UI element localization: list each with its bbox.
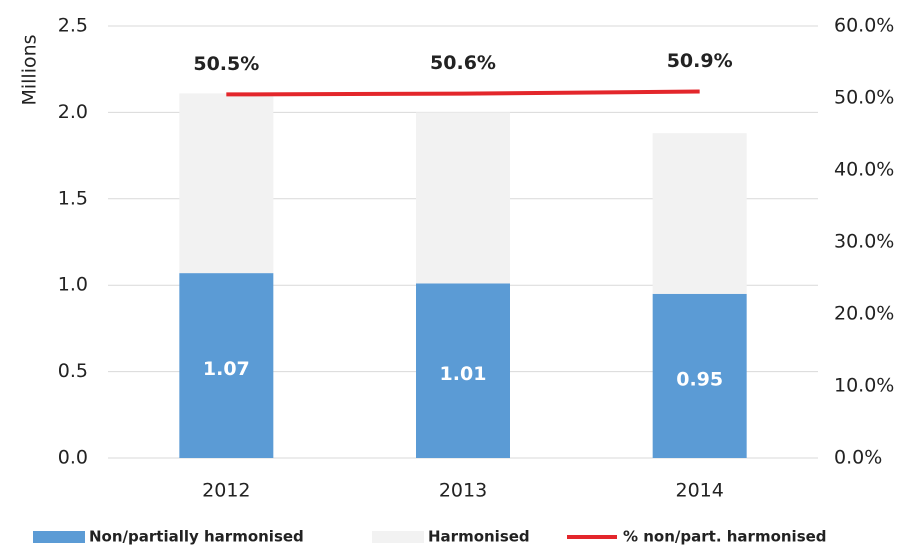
y-tick-label: 1.5 [58,187,88,209]
y2-tick-label: 20.0% [834,303,894,325]
legend-label: % non/part. harmonised [623,528,827,546]
bar-segment [179,273,274,458]
y-axis-label: Millions [19,34,41,105]
y-tick-label: 2.0 [58,101,88,123]
y2-tick-label: 60.0% [834,15,894,37]
y2-tick-label: 50.0% [834,87,894,109]
y-tick-label: 0.0 [58,447,88,469]
line [226,89,700,97]
data-label: 0.95 [676,368,723,390]
legend-swatch [33,531,85,543]
y2-tick-label: 0.0% [834,447,882,469]
y2-tick-label: 10.0% [834,375,894,397]
x-tick-label: 2013 [439,480,487,502]
bar-segment [652,293,747,458]
data-label: 1.01 [440,363,487,385]
bar-segment [416,283,510,458]
x-tick-label: 2014 [675,480,723,502]
y-tick-label: 1.0 [58,274,88,296]
legend-swatch [372,531,424,543]
legend-label: Harmonised [428,528,530,546]
bar-segment [652,133,747,294]
data-label: 50.5% [193,53,259,75]
bar-segment [179,93,274,274]
data-label: 1.07 [203,358,250,380]
y2-tick-label: 30.0% [834,231,894,253]
y-tick-label: 2.5 [58,15,88,37]
x-tick-label: 2012 [202,480,250,502]
bar-segment [416,112,510,284]
y2-tick-label: 40.0% [834,159,894,181]
y-tick-label: 0.5 [58,360,88,382]
data-label: 50.6% [430,52,496,74]
data-label: 50.9% [667,50,733,72]
legend-label: Non/partially harmonised [89,528,304,546]
